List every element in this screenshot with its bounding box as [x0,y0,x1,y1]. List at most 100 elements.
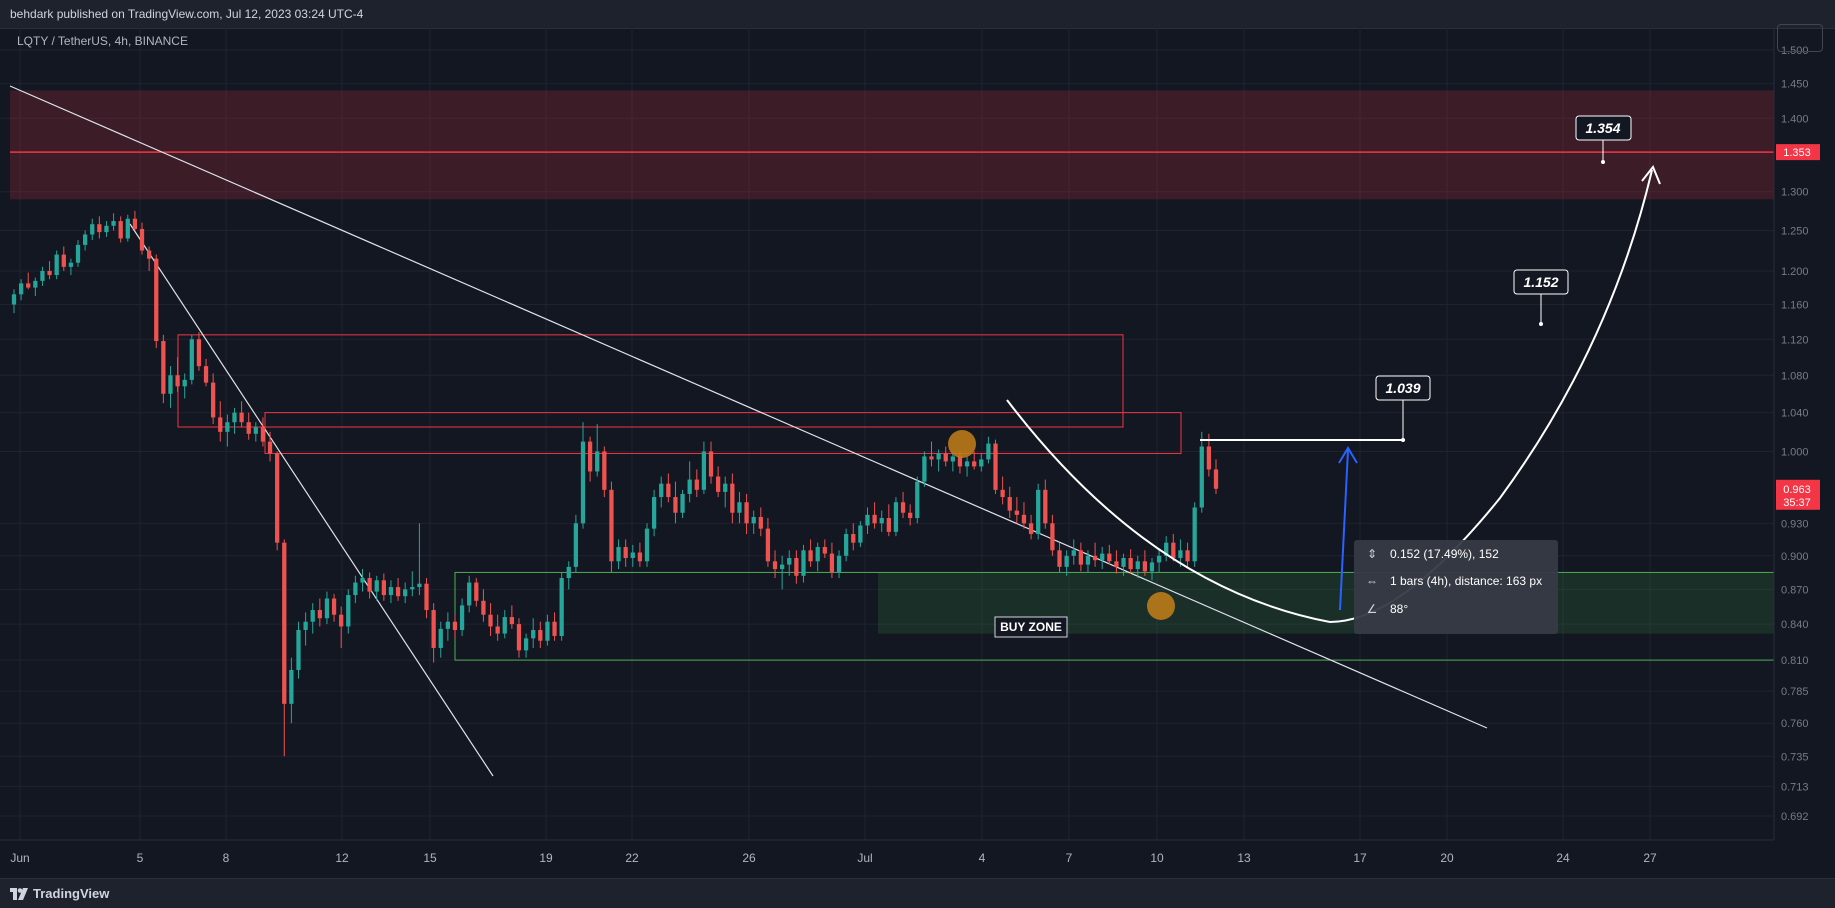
candle-body [1007,497,1012,511]
candle-body [1192,507,1197,562]
candle-body [360,578,365,583]
time-tick-label: 22 [625,851,639,865]
candle-body [1121,557,1126,567]
price-tick-label: 1.250 [1781,226,1809,238]
settings-corner-button[interactable] [1777,24,1823,52]
candle-body [161,341,166,394]
candle-body [1213,469,1219,489]
candle-body [1142,561,1148,572]
candle-body [452,621,458,631]
price-tick-label: 1.160 [1781,300,1809,312]
tradingview-logo[interactable]: TradingView [10,886,109,901]
candle-body [1206,446,1212,470]
candle-body [289,669,294,704]
time-axis[interactable]: Jun 5 8 12 15 19 22 26 Jul 4 7 10 13 17 20 24 27 [10,851,1657,865]
price-badge-current [1776,479,1820,510]
candle-body [495,626,500,634]
price-tick-label: 0.840 [1781,619,1809,631]
time-tick-label: 10 [1150,851,1164,865]
price-tick-label: 1.200 [1781,266,1809,278]
measure-angle: 88° [1390,602,1408,616]
candle-body [388,587,394,596]
candle-body [459,605,465,631]
candle-body [275,453,280,543]
chart-area[interactable]: BUY ZONE 1.039 1.152 [0,24,1835,878]
price-axis[interactable]: 1.5001.4501.4001.3531.3001.2501.2001.160… [1776,45,1820,823]
time-tick-label: 24 [1556,851,1570,865]
time-tick-label: 12 [335,851,349,865]
tradingview-brand: TradingView [33,886,110,901]
candle-body [1114,561,1119,567]
candle-body [417,583,422,588]
candle-body [467,582,472,606]
supply-box-lower [264,412,1182,454]
candle-body [1164,542,1169,556]
candle-body [410,587,415,590]
candle-body [580,441,586,524]
candle-body [232,412,237,423]
time-tick-label: 15 [423,851,437,865]
candle-body [538,630,543,641]
long-trendline[interactable] [9,85,1488,729]
candle-body [374,580,379,592]
publisher-text: behdark published on TradingView.com, Ju… [10,7,364,21]
candle-body [651,497,657,529]
candle-body [246,422,251,434]
candle-body [844,534,849,556]
measure-bars: 1 bars (4h), distance: 163 px [1390,574,1542,588]
candle-body [317,610,322,619]
target-callout-1354: 1.354 [1575,115,1632,164]
supply-box-upper [177,334,1124,428]
candle-body [730,483,735,513]
candle-body [267,441,273,454]
rounding-curve [1006,399,1331,623]
price-tick-label: 0.870 [1781,584,1809,596]
candle-body [90,224,95,235]
price-tick-label: 0.930 [1781,518,1809,530]
candle-body [915,481,920,519]
highlight-circle-top [948,430,976,458]
candle-body [1021,514,1027,524]
candle-body [929,456,934,460]
target-callout-1152: 1.152 [1513,269,1569,326]
candle-body [253,427,258,434]
candle-body [132,218,138,229]
blue-arrow-head [1338,446,1358,464]
candle-body [765,528,771,562]
time-tick-label: 5 [137,851,144,865]
candle-body [339,614,344,627]
candle-body [758,516,763,529]
candle-body [424,583,429,611]
candle-body [559,578,564,636]
candle-body [1071,550,1076,556]
candle-body [836,555,842,573]
candle-body [900,502,906,513]
target-label-1354: 1.354 [1585,120,1620,136]
candle-body [552,621,557,636]
candle-body [886,518,891,532]
price-tick-label: 0.785 [1781,686,1809,698]
candle-body [858,525,863,543]
price-chart[interactable]: BUY ZONE 1.039 1.152 [0,28,1835,878]
candle-body [879,518,884,524]
time-tick-label: 13 [1237,851,1251,865]
candle-body [225,422,230,432]
candle-body [1199,446,1204,508]
candle-body [587,441,593,472]
candle-body [438,628,443,648]
candle-body [1014,510,1019,515]
steep-trendline[interactable] [129,223,494,777]
tradingview-logo-icon [10,887,28,900]
candle-body [701,451,707,490]
candle-body [218,417,223,432]
candle-body [573,523,579,567]
candle-body [744,502,749,524]
candle-body [1000,489,1005,498]
candle-body [986,443,991,460]
candle-body [196,339,202,367]
candle-body [708,451,714,477]
candle-body [82,234,88,245]
price-badge-countdown: 35:37 [1783,497,1811,509]
price-tick-label: 0.735 [1781,751,1809,763]
candle-body [381,580,386,596]
